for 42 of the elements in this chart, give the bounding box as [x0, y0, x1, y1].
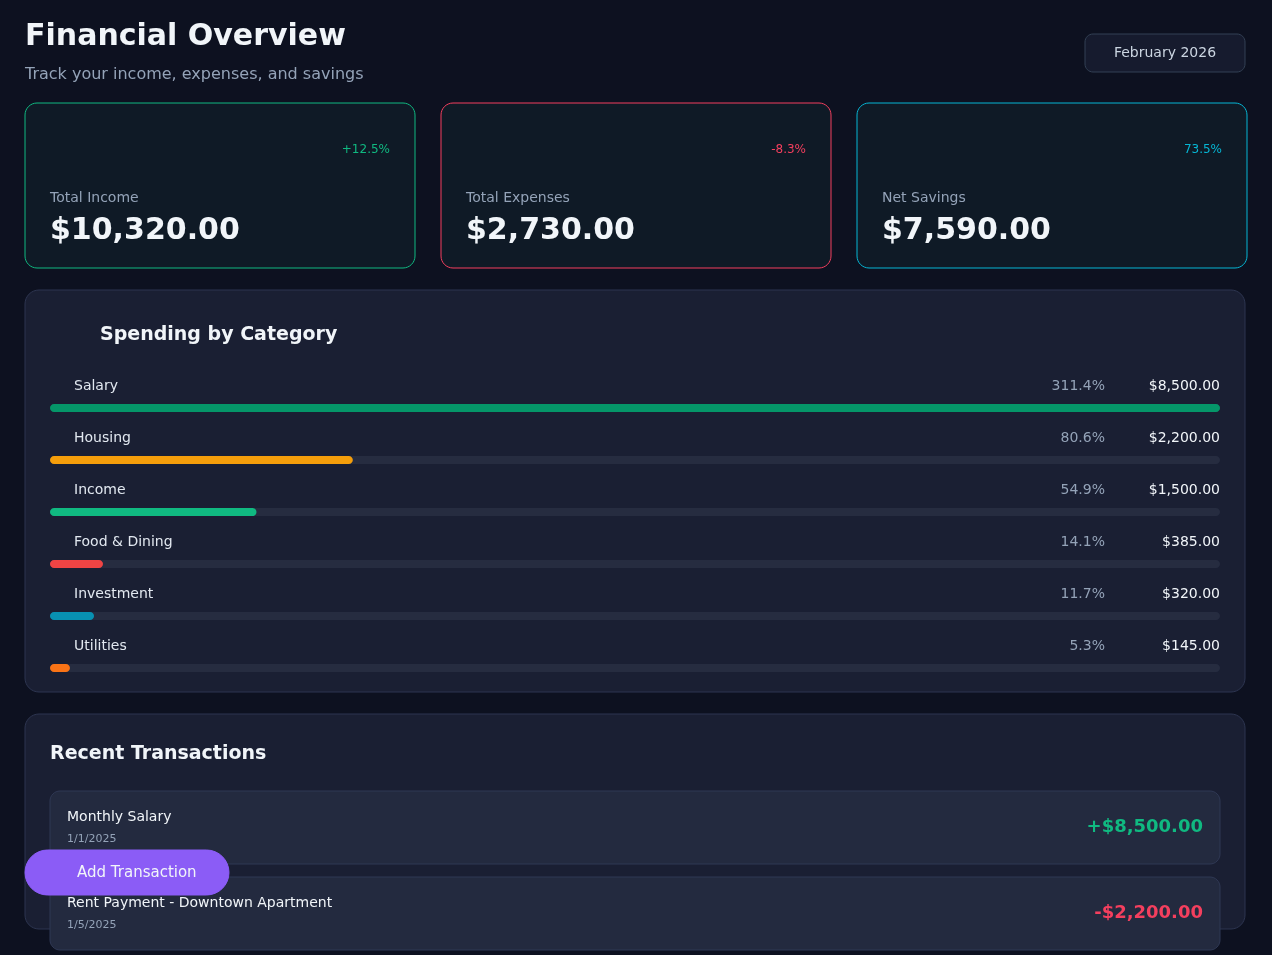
- text: Financial Overview: [25, 17, 346, 52]
- text: Monthly Salary: [67, 808, 172, 824]
- y-tick-label: Income: [74, 481, 126, 497]
- text: $7,590.00: [882, 211, 1051, 246]
- data-label: $1,500.00: [1148, 481, 1220, 497]
- y-tick-label: Food & Dining: [74, 533, 173, 549]
- y-tick-label: Investment: [74, 585, 154, 601]
- text: Rent Payment - Downtown Apartment: [67, 894, 333, 910]
- text: Total Income: [49, 189, 139, 205]
- chart-title: Spending by Category: [100, 322, 338, 344]
- data-label: $385.00: [1162, 533, 1220, 549]
- text: $2,730.00: [466, 211, 635, 246]
- text: February 2026: [1113, 44, 1217, 60]
- bar: [50, 612, 95, 620]
- annotation: 311.4%: [1051, 377, 1105, 393]
- text: Total Expenses: [465, 189, 570, 205]
- bar: [50, 560, 103, 568]
- y-tick-label: Utilities: [74, 637, 127, 653]
- annotation: 5.3%: [1069, 637, 1105, 653]
- text: 1/1/2025: [67, 832, 117, 845]
- text: Add Transaction: [77, 863, 197, 881]
- y-tick-label: Housing: [74, 429, 131, 445]
- annotation: 54.9%: [1060, 481, 1105, 497]
- data-label: $2,200.00: [1148, 429, 1220, 445]
- text: Recent Transactions: [50, 741, 267, 763]
- text: -8.3%: [771, 142, 806, 156]
- bar: [50, 508, 257, 516]
- data-label: $145.00: [1162, 637, 1220, 653]
- text: 1/5/2025: [67, 918, 117, 931]
- annotation: 14.1%: [1060, 533, 1105, 549]
- y-tick-label: Salary: [74, 377, 118, 393]
- text: $10,320.00: [50, 211, 240, 246]
- text: Net Savings: [882, 189, 966, 205]
- text: -$2,200.00: [1094, 901, 1203, 922]
- data-label: $320.00: [1162, 585, 1220, 601]
- text: 73.5%: [1183, 142, 1222, 156]
- text: Track your income, expenses, and savings: [24, 64, 364, 83]
- annotation: 80.6%: [1060, 429, 1105, 445]
- annotation: 11.7%: [1060, 585, 1105, 601]
- text: +$8,500.00: [1086, 815, 1203, 836]
- data-label: $8,500.00: [1148, 377, 1220, 393]
- text: +12.5%: [341, 142, 390, 156]
